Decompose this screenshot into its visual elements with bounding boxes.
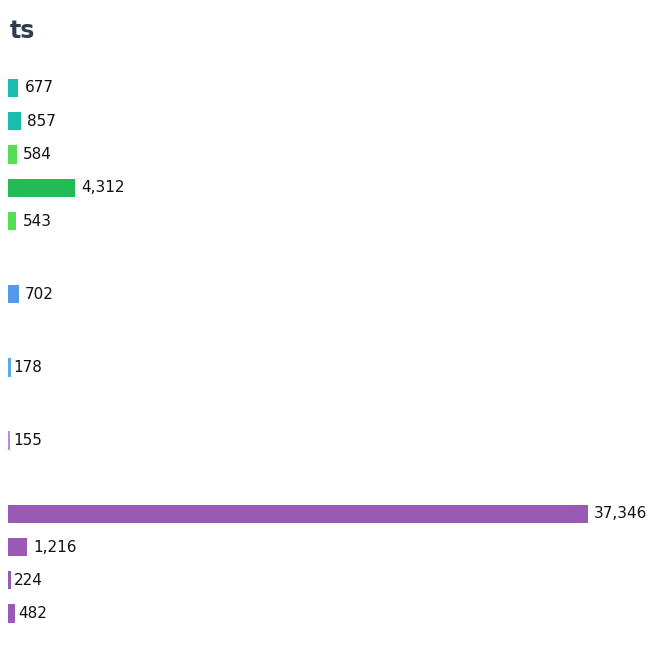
Text: 584: 584 — [23, 147, 52, 162]
Bar — [8, 145, 17, 164]
Bar — [8, 212, 16, 230]
Text: 155: 155 — [13, 433, 42, 448]
Bar — [8, 179, 75, 197]
Text: 224: 224 — [15, 573, 43, 588]
Text: 677: 677 — [24, 81, 53, 96]
Text: 702: 702 — [25, 286, 53, 302]
Text: 857: 857 — [27, 114, 56, 129]
Bar — [8, 605, 15, 623]
Bar — [8, 505, 587, 523]
Text: 1,216: 1,216 — [33, 540, 77, 554]
Text: 178: 178 — [14, 360, 42, 375]
Text: ts: ts — [10, 18, 35, 43]
Bar — [8, 358, 11, 377]
Text: 543: 543 — [22, 214, 51, 228]
Bar — [8, 285, 18, 304]
Bar — [8, 79, 18, 97]
Text: 4,312: 4,312 — [81, 180, 125, 195]
Bar — [8, 571, 11, 589]
Bar — [8, 112, 21, 131]
Bar — [8, 538, 26, 556]
Text: 37,346: 37,346 — [594, 506, 647, 521]
Bar — [8, 432, 10, 449]
Text: 482: 482 — [18, 606, 48, 621]
